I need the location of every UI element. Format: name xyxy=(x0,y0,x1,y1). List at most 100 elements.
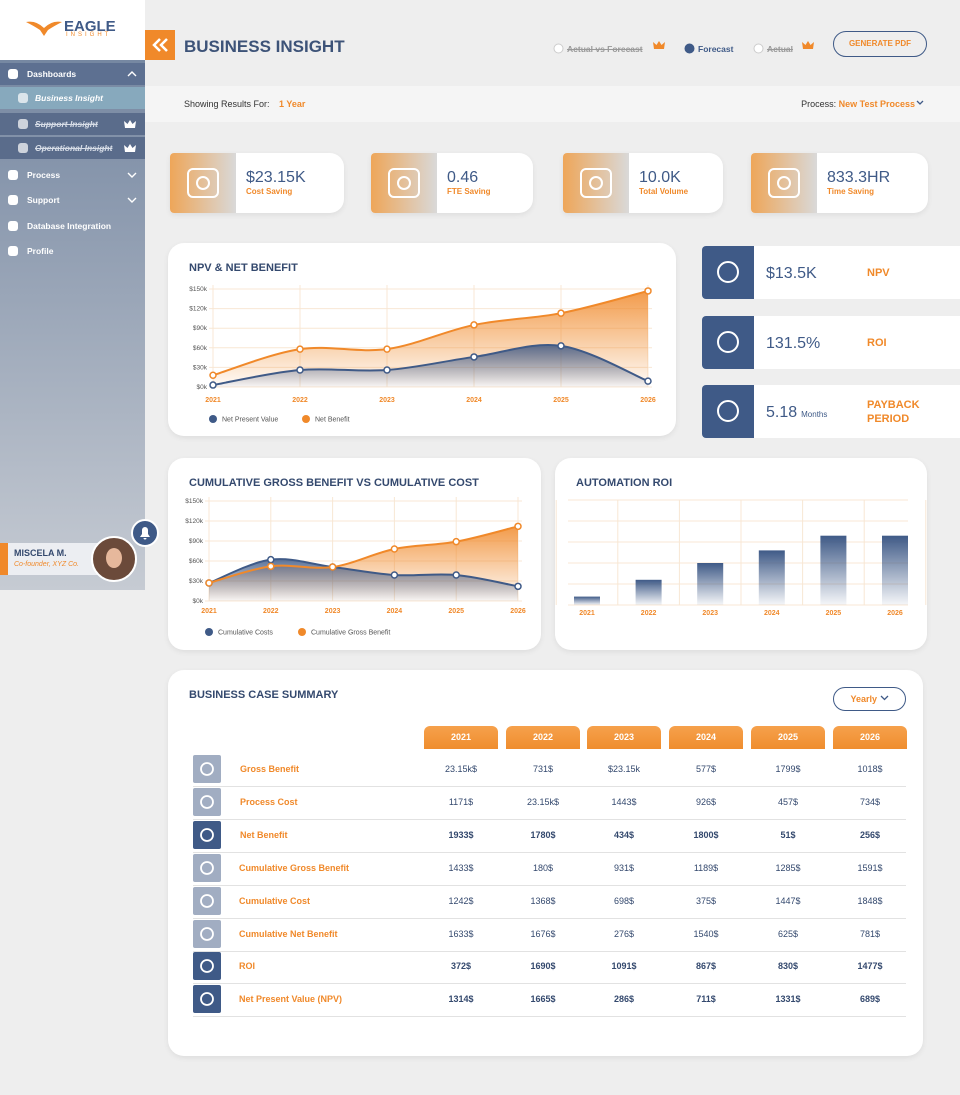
icon-bg xyxy=(193,755,221,783)
point xyxy=(383,345,391,353)
nav-label: Operational Insight xyxy=(35,143,113,153)
glyph xyxy=(388,168,420,198)
notification-bell[interactable] xyxy=(131,519,159,547)
x-tick-label: 2023 xyxy=(379,397,395,404)
cell: 434$ xyxy=(613,829,635,840)
nav-label: Dashboards xyxy=(27,69,77,79)
crown-icon xyxy=(124,120,136,128)
x-tick-label: 2024 xyxy=(387,608,403,615)
bar xyxy=(820,535,847,605)
cell: 1171$ xyxy=(448,796,474,807)
bar xyxy=(697,563,724,605)
user-name: MISCELA M. xyxy=(14,548,67,558)
view-option[interactable]: Actual xyxy=(753,40,814,54)
point xyxy=(557,342,565,350)
view-option[interactable]: Forecast xyxy=(684,40,733,54)
kpi-label: FTE Saving xyxy=(447,187,491,196)
glyph xyxy=(196,176,210,190)
glyph xyxy=(200,827,214,842)
point xyxy=(209,371,217,379)
metric-number: 5.18 xyxy=(766,404,798,421)
view-option[interactable]: Actual vs Forecast xyxy=(553,40,665,54)
cell: 1780$ xyxy=(530,829,556,840)
bar xyxy=(635,579,662,605)
cell: 1443$ xyxy=(611,796,637,807)
table-row: Cumulative Net Benefit 1633$ 1676$ 276$ 1540… xyxy=(193,919,906,952)
x-tick-label: 2025 xyxy=(448,608,464,615)
table-row: Gross Benefit 23.15k$ 731$ $23.15k 577$ 1799$… xyxy=(193,754,906,787)
kpi-icon xyxy=(563,153,629,213)
y-tick-label: $0k xyxy=(193,598,204,605)
metric-icon xyxy=(702,316,754,369)
x-tick-label: 2026 xyxy=(887,610,903,617)
point xyxy=(557,309,565,317)
point xyxy=(296,366,304,374)
nav-item[interactable]: Profile xyxy=(0,240,145,262)
generate-pdf-button[interactable]: GENERATE PDF xyxy=(833,31,927,57)
radio-dot xyxy=(684,43,695,54)
summary-title: BUSINESS CASE SUMMARY xyxy=(189,689,339,701)
cell: 23.15k$ xyxy=(526,796,560,807)
chevron xyxy=(127,71,137,77)
nav-item[interactable]: Dashboards xyxy=(0,63,145,85)
cell: 1433$ xyxy=(448,862,474,873)
x-tick-label: 2025 xyxy=(826,610,842,617)
cell: 1665$ xyxy=(530,994,556,1005)
metric-label: PAYBACK PERIOD xyxy=(867,399,920,425)
cell: $23.15k xyxy=(607,764,641,774)
roi-chart: AUTOMATION ROI 2021 2022 2023 2024 2025 2026 xyxy=(555,477,927,617)
point xyxy=(328,563,337,571)
glyph xyxy=(200,860,214,875)
nav-item[interactable]: Business Insight xyxy=(0,87,145,109)
cell: 457$ xyxy=(777,796,799,807)
crown-shape xyxy=(802,41,814,49)
cell: 931$ xyxy=(613,862,635,873)
results-value[interactable]: 1 Year xyxy=(279,99,306,109)
point xyxy=(267,562,275,571)
metric-number: $13.5K xyxy=(766,265,817,282)
y-tick-label: $60k xyxy=(193,345,208,352)
row-label: ROI xyxy=(239,961,256,972)
cell: 1800$ xyxy=(693,829,719,840)
nav-item[interactable]: Support xyxy=(0,189,145,211)
table-row: Cumulative Cost 1242$ 1368$ 698$ 375$ 1447$ 18… xyxy=(193,886,906,919)
row-icon xyxy=(193,853,221,882)
point xyxy=(514,582,522,591)
x-tick-label: 2024 xyxy=(466,397,482,404)
process-filter[interactable]: Process: New Test Process xyxy=(801,99,925,109)
nav-item[interactable]: Process xyxy=(0,164,145,186)
period-dropdown[interactable]: Yearly xyxy=(833,687,906,711)
period-value: Yearly xyxy=(850,694,877,704)
icon-shape xyxy=(18,143,28,153)
nav-item[interactable]: Support Insight xyxy=(0,113,145,135)
icon-bg xyxy=(193,952,221,981)
npv-card: NPV & NET BENEFIT 2021 2022 2023 2024 2025 202… xyxy=(168,243,676,436)
bar xyxy=(758,550,785,605)
crown-icon xyxy=(124,144,136,152)
glyph xyxy=(187,168,219,198)
glyph xyxy=(397,176,411,190)
y-tick-label: $120k xyxy=(189,306,207,313)
glyph xyxy=(200,762,214,776)
icon-bg xyxy=(193,853,221,882)
area xyxy=(213,344,648,387)
x-tick-label: 2021 xyxy=(579,610,595,617)
kpi-label: Cost Saving xyxy=(246,187,293,196)
bar xyxy=(882,535,908,605)
collapse-button[interactable] xyxy=(145,30,175,60)
table-row: Cumulative Gross Benefit 1433$ 180$ 931$ 118… xyxy=(193,853,906,886)
chevron xyxy=(880,695,888,701)
table-row: ROI 372$ 1690$ 1091$ 867$ 830$ 1477$ xyxy=(193,951,906,985)
cell: 1676$ xyxy=(530,928,556,939)
glyph xyxy=(200,992,214,1007)
point xyxy=(205,579,213,587)
nav-item[interactable]: Operational Insight xyxy=(0,137,145,159)
nav-item[interactable]: Database Integration xyxy=(0,215,145,237)
line xyxy=(212,344,649,387)
icon-shape xyxy=(8,170,18,180)
icon-bg xyxy=(193,886,221,915)
radio xyxy=(553,43,564,54)
metric-value: 5.18 Months xyxy=(766,404,827,422)
icon-shape xyxy=(8,246,18,256)
